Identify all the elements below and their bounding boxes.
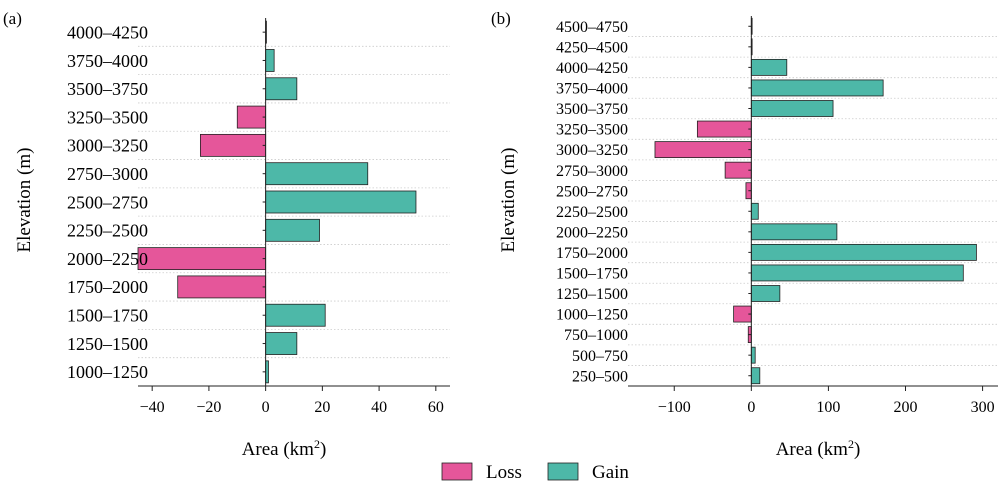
x-tick-label: 40 (371, 399, 387, 416)
category-label: 3000–3250 (556, 142, 628, 159)
category-label: 250–500 (572, 368, 628, 385)
category-label: 2500–2750 (67, 192, 148, 212)
gain-bar (750, 285, 781, 302)
loss-bar (137, 247, 267, 271)
category-label: 500–750 (572, 348, 628, 365)
x-tick-label: 100 (816, 399, 840, 416)
category-label: 2000–2250 (67, 249, 148, 269)
x-tick-label: 0 (747, 399, 755, 416)
legend-loss-swatch (441, 462, 473, 481)
x-tick-label: −40 (140, 399, 165, 416)
legend-gain-swatch (547, 462, 579, 481)
gain-bar (750, 79, 884, 97)
gain-bar (265, 49, 275, 72)
gain-bar (265, 190, 417, 214)
loss-bar (199, 133, 267, 157)
category-label: 2750–3000 (556, 163, 628, 180)
loss-bar (177, 275, 267, 299)
x-tick-label: 20 (314, 399, 330, 416)
x-axis-label: Area (km2) (776, 437, 861, 460)
category-label: 2000–2250 (556, 224, 628, 241)
category-label: 3250–3500 (556, 122, 628, 139)
legend-gain-label: Gain (592, 462, 629, 482)
category-label: 1000–1250 (556, 307, 628, 324)
gain-bar (750, 100, 834, 117)
category-label: 3500–3750 (556, 101, 628, 118)
gain-bar (750, 243, 977, 261)
category-label: 750–1000 (564, 327, 628, 344)
gain-bar (750, 264, 964, 282)
gain-bar (750, 202, 759, 220)
category-label: 1750–2000 (67, 277, 148, 297)
gain-bar (750, 346, 756, 364)
x-tick-label: 200 (894, 399, 918, 416)
gain-bar (265, 77, 298, 101)
x-tick-label: 60 (428, 399, 444, 416)
legend-loss-label: Loss (486, 462, 522, 482)
category-label: 1250–1500 (67, 334, 148, 354)
gain-bar (750, 58, 788, 76)
gain-bar (265, 303, 326, 327)
gain-bar (750, 367, 761, 385)
category-label: 3000–3250 (67, 136, 148, 156)
gain-bar (265, 332, 298, 355)
y-axis-label: Elevation (m) (498, 148, 519, 253)
category-label: 1000–1250 (67, 362, 148, 382)
gain-bar (265, 218, 320, 242)
category-label: 2500–2750 (556, 183, 628, 200)
legend: Loss Gain (441, 462, 629, 482)
loss-bar (654, 141, 752, 159)
x-tick-label: 300 (971, 399, 995, 416)
panel-label: (b) (491, 9, 511, 28)
category-label: 1750–2000 (556, 245, 628, 262)
category-label: 2250–2500 (556, 204, 628, 221)
gain-bar (265, 162, 369, 186)
y-axis-label: Elevation (m) (14, 148, 35, 253)
gain-bar (750, 223, 838, 241)
loss-bar (236, 105, 267, 129)
category-label: 2250–2500 (67, 221, 148, 241)
loss-bar (724, 161, 752, 179)
x-tick-label: −100 (658, 399, 691, 416)
category-label: 4000–4250 (556, 60, 628, 77)
category-label: 4500–4750 (556, 19, 628, 36)
panel-a: (a) 4000–4250 3750–4000 3500–3750 3250–3500 3… (3, 9, 450, 460)
category-label: 3750–4000 (67, 51, 148, 71)
category-label: 1500–1750 (556, 266, 628, 283)
category-label: 1250–1500 (556, 286, 628, 303)
category-label: 1500–1750 (67, 306, 148, 326)
x-axis-label: Area (km2) (242, 437, 327, 460)
category-label: 3250–3500 (67, 107, 148, 127)
x-tick-label: −20 (196, 399, 221, 416)
category-label: 4250–4500 (556, 39, 628, 56)
panel-b: (b) 4500–4750 4250–4500 4000–4250 3750–4000 3… (491, 9, 998, 460)
panel-label: (a) (3, 9, 22, 28)
category-label: 3750–4000 (556, 81, 628, 98)
loss-bar (696, 120, 752, 138)
category-label: 3500–3750 (67, 79, 148, 99)
x-tick-label: 0 (262, 399, 270, 416)
category-label: 4000–4250 (67, 22, 148, 42)
category-label: 2750–3000 (67, 164, 148, 184)
